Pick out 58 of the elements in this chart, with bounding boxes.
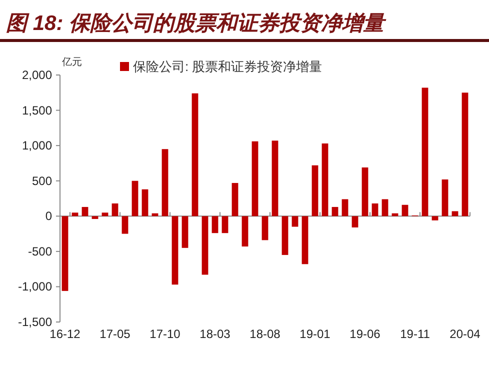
y-tick-label: 500 — [32, 174, 52, 188]
bar — [302, 216, 308, 264]
bar — [122, 216, 128, 234]
bar — [92, 216, 98, 219]
bar — [82, 206, 88, 216]
chart-title: 图 18: 保险公司的股票和证券投资净增量 — [6, 12, 388, 35]
bar — [352, 216, 358, 228]
bar — [312, 165, 318, 216]
bar — [262, 216, 268, 240]
bar — [382, 199, 388, 216]
x-tick-label: 19-01 — [300, 327, 331, 341]
y-tick-label: -1,000 — [18, 280, 52, 294]
bar — [242, 216, 248, 246]
y-tick-label: -500 — [28, 244, 52, 258]
y-axis-title: 亿元 — [61, 57, 82, 68]
y-tick-label: 0 — [45, 209, 52, 224]
bar — [362, 167, 368, 216]
bar — [372, 203, 378, 216]
bar — [422, 88, 428, 216]
y-tick-label: -1,500 — [18, 315, 52, 329]
bar — [172, 216, 178, 285]
x-tick-label: 18-08 — [250, 327, 281, 341]
bar — [132, 180, 138, 216]
x-tick-label: 20-04 — [450, 327, 481, 341]
bar — [272, 140, 278, 216]
bar — [332, 206, 338, 216]
bar — [232, 182, 238, 216]
bar — [72, 212, 78, 216]
x-tick-label: 17-05 — [100, 327, 131, 341]
bar — [442, 179, 448, 216]
bar — [62, 216, 68, 291]
x-tick-label: 17-10 — [150, 327, 181, 341]
bar — [252, 141, 258, 216]
x-tick-label: 19-11 — [400, 327, 430, 341]
bar — [432, 216, 438, 220]
bar — [192, 93, 198, 216]
x-tick-label: 19-06 — [350, 327, 381, 341]
y-tick-label: 1,000 — [22, 138, 52, 153]
y-tick-label: 1,500 — [22, 103, 52, 118]
bar — [462, 92, 468, 216]
bar — [282, 216, 288, 255]
bar — [142, 189, 148, 216]
x-tick-label: 18-03 — [200, 327, 231, 341]
bar — [162, 149, 168, 216]
y-tick-label: 2,000 — [22, 68, 52, 82]
bar — [292, 216, 298, 227]
bar — [182, 216, 188, 248]
bar — [102, 212, 108, 216]
legend-label: 保险公司: 股票和证券投资净增量 — [133, 59, 322, 74]
bar — [112, 203, 118, 216]
bar — [212, 216, 218, 234]
bar — [322, 143, 328, 216]
bar — [202, 216, 208, 275]
x-tick-label: 16-12 — [50, 327, 81, 341]
bar — [222, 216, 228, 234]
bar — [342, 199, 348, 216]
bar — [402, 204, 408, 216]
bar — [452, 211, 458, 216]
